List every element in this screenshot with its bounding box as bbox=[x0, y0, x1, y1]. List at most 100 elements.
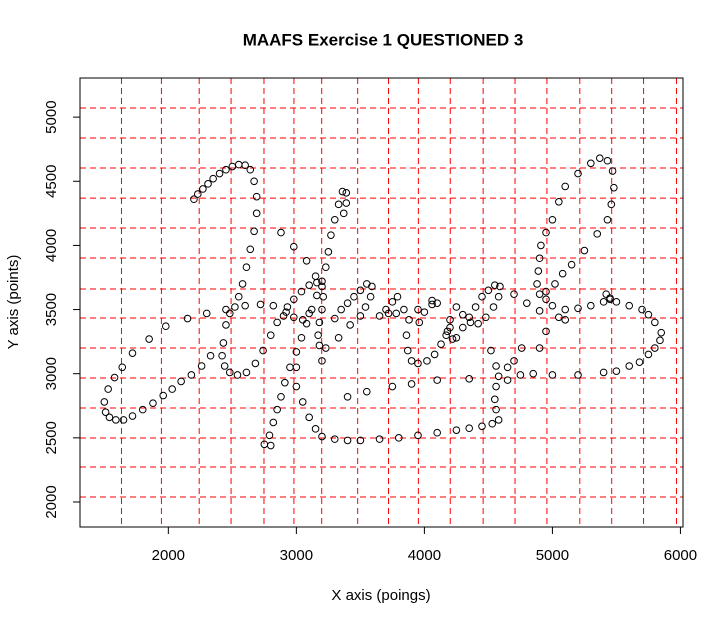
point bbox=[246, 165, 255, 174]
point bbox=[356, 436, 365, 445]
point bbox=[338, 187, 347, 196]
point bbox=[252, 192, 261, 201]
point bbox=[277, 228, 285, 237]
point bbox=[168, 385, 176, 393]
y-tick-label: 2000 bbox=[43, 485, 60, 518]
point bbox=[242, 263, 251, 272]
point bbox=[225, 368, 234, 377]
point bbox=[318, 357, 326, 365]
point bbox=[388, 298, 397, 306]
point bbox=[110, 373, 119, 382]
point bbox=[266, 331, 275, 340]
point bbox=[384, 309, 393, 318]
point bbox=[496, 282, 504, 291]
point bbox=[251, 359, 260, 368]
point bbox=[400, 305, 408, 314]
point bbox=[542, 287, 550, 296]
point bbox=[382, 305, 390, 314]
point bbox=[561, 305, 570, 314]
point bbox=[342, 189, 351, 197]
y-tick-label: 3000 bbox=[43, 357, 60, 390]
point bbox=[342, 199, 351, 207]
point bbox=[311, 425, 320, 433]
point bbox=[202, 309, 211, 318]
point bbox=[273, 405, 281, 414]
point bbox=[548, 371, 557, 379]
point bbox=[587, 301, 595, 310]
point bbox=[204, 180, 212, 188]
point bbox=[250, 227, 258, 236]
point bbox=[343, 299, 352, 307]
point bbox=[548, 215, 557, 224]
point bbox=[574, 371, 582, 379]
point bbox=[487, 346, 495, 355]
point bbox=[555, 197, 563, 206]
point bbox=[551, 280, 559, 288]
point bbox=[574, 304, 582, 313]
point bbox=[608, 167, 617, 175]
point bbox=[414, 305, 422, 314]
point bbox=[241, 301, 249, 310]
point bbox=[567, 260, 576, 269]
point bbox=[644, 350, 653, 359]
point bbox=[128, 412, 137, 420]
point bbox=[298, 398, 307, 406]
point bbox=[542, 228, 550, 237]
point bbox=[548, 301, 557, 310]
point bbox=[446, 323, 454, 332]
point bbox=[593, 230, 602, 238]
point bbox=[491, 395, 499, 404]
point bbox=[423, 357, 431, 365]
x-tick-label: 2000 bbox=[152, 547, 185, 564]
point bbox=[282, 308, 290, 316]
point bbox=[314, 331, 322, 340]
point bbox=[361, 303, 370, 311]
point bbox=[215, 169, 224, 178]
point bbox=[516, 371, 525, 379]
point bbox=[305, 413, 313, 422]
point bbox=[199, 185, 207, 193]
point bbox=[388, 382, 397, 391]
point bbox=[625, 301, 634, 310]
point bbox=[503, 376, 512, 384]
point bbox=[318, 432, 326, 441]
point bbox=[433, 428, 441, 437]
chart-title: MAAFS Exercise 1 QUESTIONED 3 bbox=[243, 30, 524, 49]
point bbox=[366, 292, 375, 301]
point bbox=[478, 422, 486, 431]
point bbox=[535, 344, 544, 352]
point bbox=[337, 305, 345, 314]
point bbox=[537, 241, 545, 250]
point bbox=[491, 281, 499, 289]
point bbox=[465, 375, 473, 383]
point bbox=[318, 277, 326, 286]
point bbox=[319, 292, 328, 301]
point bbox=[305, 281, 313, 289]
point bbox=[428, 300, 436, 309]
point bbox=[603, 215, 612, 224]
point bbox=[607, 200, 616, 209]
point bbox=[433, 376, 441, 384]
point bbox=[350, 292, 358, 301]
point bbox=[256, 300, 265, 309]
point bbox=[290, 313, 298, 322]
point bbox=[290, 295, 298, 304]
point bbox=[443, 327, 452, 336]
point bbox=[517, 344, 526, 352]
point bbox=[488, 419, 497, 428]
point bbox=[414, 431, 422, 440]
y-tick-label: 3500 bbox=[43, 293, 60, 326]
point bbox=[492, 382, 500, 391]
point bbox=[465, 313, 473, 322]
point bbox=[430, 350, 439, 359]
point bbox=[458, 310, 467, 319]
point bbox=[311, 272, 320, 281]
point bbox=[420, 308, 429, 316]
point bbox=[452, 303, 461, 311]
point bbox=[602, 290, 610, 298]
point bbox=[610, 183, 618, 192]
point bbox=[599, 368, 608, 377]
point bbox=[269, 301, 278, 310]
